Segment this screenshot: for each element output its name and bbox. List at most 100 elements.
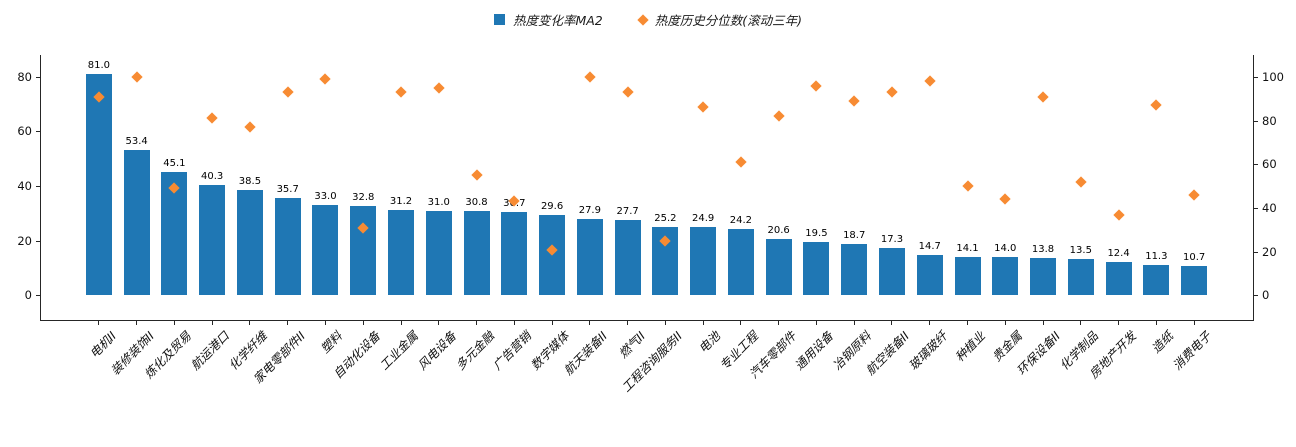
bar-value-label: 38.5 xyxy=(238,176,262,188)
bar-value-label: 31.0 xyxy=(427,196,450,208)
y-tick-label-right: 20 xyxy=(1262,244,1277,259)
percentile-diamond-marker xyxy=(1112,208,1125,221)
percentile-diamond-marker xyxy=(924,75,936,87)
bar-value-label: 27.7 xyxy=(616,205,639,217)
y-tick-mark-left xyxy=(36,186,40,188)
bar-value-label: 81.0 xyxy=(87,60,110,72)
bar xyxy=(199,185,226,296)
x-tick-mark xyxy=(287,321,289,325)
x-tick-mark xyxy=(1004,321,1006,325)
bar-value-label: 29.6 xyxy=(540,200,564,212)
percentile-diamond-marker xyxy=(961,180,974,192)
bar xyxy=(878,248,905,296)
bar xyxy=(992,257,1019,296)
percentile-diamond-marker xyxy=(470,169,483,181)
bar xyxy=(312,205,339,296)
x-tick-mark xyxy=(249,321,251,325)
bar xyxy=(1067,258,1094,296)
bar-value-label: 13.5 xyxy=(1069,244,1092,256)
percentile-diamond-marker xyxy=(999,193,1011,205)
y-tick-label-right: 80 xyxy=(1262,113,1277,128)
bar-value-label: 11.3 xyxy=(1145,250,1168,262)
bar-value-label: 10.7 xyxy=(1182,252,1206,264)
y-tick-label-right: 40 xyxy=(1262,200,1277,215)
bar xyxy=(85,74,112,296)
bar-value-label: 19.5 xyxy=(805,228,828,240)
x-tick-mark xyxy=(1118,321,1120,325)
x-tick-label: 造纸 xyxy=(1149,329,1177,356)
y-tick-mark-right xyxy=(1254,207,1258,209)
bar-value-label: 14.7 xyxy=(918,241,941,253)
percentile-diamond-marker xyxy=(621,86,634,98)
x-tick-label: 广告营销 xyxy=(490,329,535,373)
percentile-diamond-marker xyxy=(1150,99,1163,111)
x-tick-mark xyxy=(513,321,515,325)
y-tick-label-left: 60 xyxy=(17,124,32,139)
percentile-diamond-marker xyxy=(433,82,445,94)
bar-value-label: 45.1 xyxy=(163,158,186,170)
bar-value-label: 53.4 xyxy=(125,135,148,147)
bar xyxy=(690,227,717,296)
bar xyxy=(1105,261,1132,296)
percentile-diamond-marker xyxy=(886,86,898,98)
percentile-diamond-marker xyxy=(319,73,332,85)
bar xyxy=(727,229,754,296)
bar xyxy=(576,219,603,296)
percentile-diamond-marker xyxy=(395,86,407,98)
bar xyxy=(1030,257,1057,296)
x-tick-mark xyxy=(136,321,138,325)
x-tick-mark xyxy=(1155,321,1157,325)
y-tick-label-left: 0 xyxy=(24,288,32,303)
x-tick-label: 工业金属 xyxy=(377,329,421,373)
x-tick-label: 电机II xyxy=(86,329,119,361)
percentile-diamond-marker xyxy=(282,86,294,98)
x-tick-label: 贵金属 xyxy=(989,329,1026,365)
x-tick-label: 消费电子 xyxy=(1170,329,1215,373)
y-tick-mark-left xyxy=(36,295,40,297)
x-tick-mark xyxy=(778,321,780,325)
y-tick-mark-right xyxy=(1254,76,1258,78)
bar-value-label: 18.7 xyxy=(843,230,866,242)
bar-value-label: 17.3 xyxy=(880,234,904,246)
x-tick-mark xyxy=(853,321,855,325)
x-tick-mark xyxy=(98,321,100,325)
x-tick-mark xyxy=(173,321,175,325)
x-tick-mark xyxy=(1042,321,1044,325)
y-axis-left-spine xyxy=(40,55,41,320)
x-tick-label: 风电设备 xyxy=(414,329,459,373)
x-tick-label: 通用设备 xyxy=(792,329,837,373)
x-tick-mark xyxy=(362,321,364,325)
legend: 热度变化率MA2 热度历史分位数(滚动三年) xyxy=(0,10,1296,29)
x-tick-mark xyxy=(815,321,817,325)
percentile-diamond-marker xyxy=(1075,176,1087,188)
x-tick-label: 航运港口 xyxy=(188,329,233,373)
bar xyxy=(274,197,301,296)
y-tick-mark-right xyxy=(1254,164,1258,166)
x-tick-mark xyxy=(740,321,742,325)
x-tick-mark xyxy=(1080,321,1082,325)
bar-value-label: 40.3 xyxy=(201,171,224,183)
bar xyxy=(388,210,415,296)
bar xyxy=(350,205,377,296)
bar-value-label: 25.2 xyxy=(654,212,677,224)
bar-value-label: 31.2 xyxy=(389,196,413,208)
percentile-diamond-marker xyxy=(1188,189,1200,201)
x-axis-spine xyxy=(40,320,1254,321)
bar xyxy=(501,211,528,296)
percentile-diamond-marker xyxy=(1037,90,1049,103)
bar xyxy=(1143,264,1170,296)
x-tick-mark xyxy=(627,321,629,325)
y-tick-label-right: 60 xyxy=(1262,157,1277,172)
x-tick-mark xyxy=(400,321,402,325)
y-tick-mark-right xyxy=(1254,295,1258,297)
bar-value-label: 24.2 xyxy=(729,215,753,227)
bar xyxy=(916,255,943,296)
x-tick-mark xyxy=(891,321,893,325)
bar xyxy=(954,256,981,296)
legend-label-bar-series: 热度变化率MA2 xyxy=(512,13,603,28)
bar-value-label: 13.8 xyxy=(1031,243,1055,255)
percentile-diamond-marker xyxy=(244,121,256,133)
percentile-diamond-marker xyxy=(584,71,596,83)
x-tick-mark xyxy=(702,321,704,325)
